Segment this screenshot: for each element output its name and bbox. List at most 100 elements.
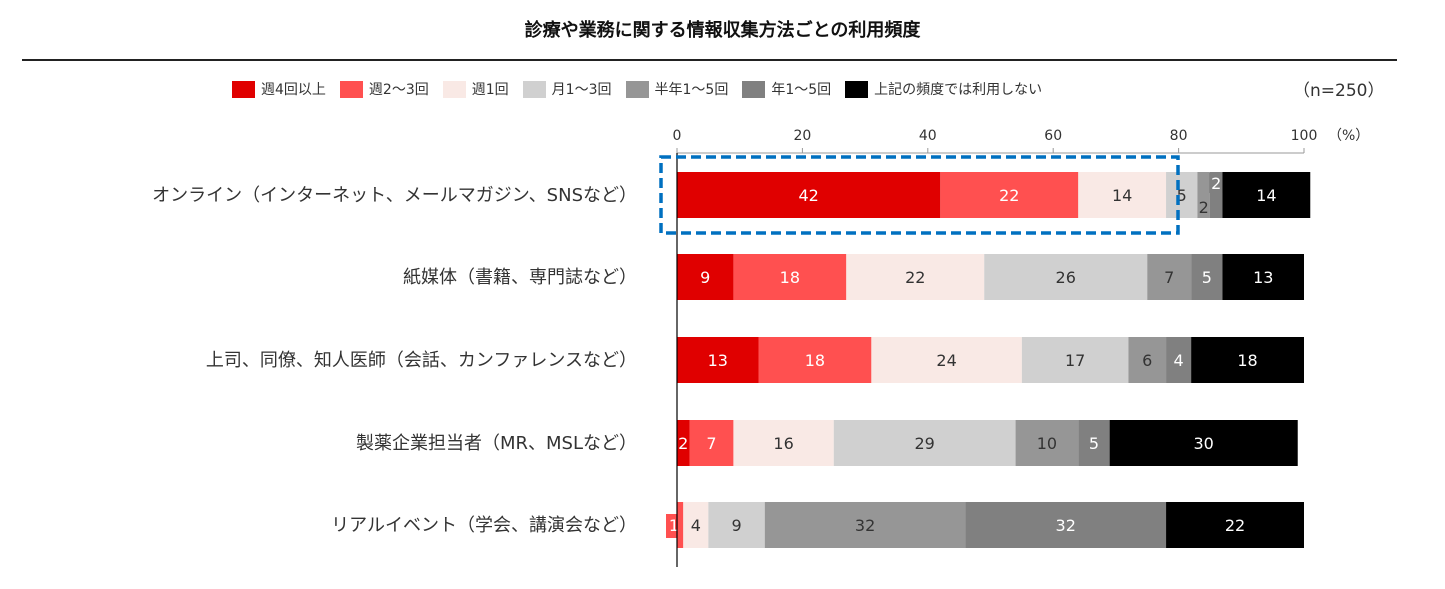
category-label: 紙媒体（書籍、専門誌など） (403, 267, 637, 288)
bar-segment (1078, 420, 1110, 466)
sample-size-note: （n=250） (1293, 81, 1385, 101)
legend-label: 年1〜5回 (771, 82, 832, 98)
data-label: 18 (805, 351, 825, 370)
data-label: 14 (1112, 186, 1132, 205)
legend-swatch (845, 80, 869, 98)
legend-swatch (442, 80, 466, 98)
data-label: 2 (678, 434, 688, 453)
chart-title: 診療や業務に関する情報収集方法ごとの利用頻度 (524, 20, 921, 41)
data-label: 18 (780, 268, 800, 287)
data-label: 7 (706, 434, 716, 453)
legend-item: 月1〜3回 (522, 79, 612, 99)
x-tick-label: 20 (793, 128, 811, 144)
data-label: 9 (731, 516, 741, 535)
data-label: 9 (700, 268, 710, 287)
legend-item: 半年1〜5回 (625, 79, 729, 99)
bar-segment (940, 172, 1079, 218)
bar-segment (984, 254, 1148, 300)
x-tick-label: 0 (673, 128, 682, 144)
legend-swatch (625, 80, 649, 98)
bar-segment (1109, 420, 1298, 466)
title-divider (22, 59, 1397, 61)
legend-item: 週2〜3回 (339, 79, 429, 99)
bar-segment (677, 337, 759, 383)
category-label: 上司、同僚、知人医師（会話、カンファレンスなど） (206, 350, 637, 371)
data-label: 17 (1065, 351, 1085, 370)
bar-segment (1021, 337, 1129, 383)
data-label: 10 (1037, 434, 1057, 453)
data-label: 13 (708, 351, 728, 370)
data-label: 6 (1142, 351, 1152, 370)
data-label: 5 (1177, 186, 1187, 205)
bar-segment (1166, 172, 1198, 218)
data-label: 26 (1056, 268, 1076, 287)
bar-segment (846, 254, 985, 300)
data-label-bg (666, 514, 682, 538)
data-label: 22 (1225, 516, 1245, 535)
data-label: 32 (855, 516, 875, 535)
bar-segment (764, 502, 966, 548)
bar-segment (833, 420, 1016, 466)
bar-segment (1191, 254, 1223, 300)
legend-swatch (339, 80, 363, 98)
bar-segment (677, 254, 734, 300)
bar-segment (1147, 254, 1192, 300)
x-unit-label: （%） (1328, 128, 1369, 144)
data-label: 32 (1056, 516, 1076, 535)
data-label: 4 (691, 516, 701, 535)
data-label: 13 (1253, 268, 1273, 287)
data-label: 16 (773, 434, 793, 453)
bar-segment (683, 502, 709, 548)
data-label: 5 (1202, 268, 1212, 287)
data-label: 14 (1256, 186, 1276, 205)
legend-item: 年1〜5回 (742, 79, 831, 99)
bar-segment (1191, 337, 1304, 383)
bar-segment (965, 502, 1167, 548)
legend-label: 半年1〜5回 (654, 82, 729, 98)
legend: 週4回以上 週2〜3回 週1回 月1〜3回 半年1〜5回 年1〜5回 上記の頻度では利用しな… (232, 79, 1042, 99)
bar-segment (1015, 420, 1079, 466)
legend-item: 週1回 (442, 79, 509, 99)
data-label: 30 (1194, 434, 1214, 453)
bar-segment (1166, 337, 1192, 383)
x-tick-label: 100 (1291, 128, 1318, 144)
legend-label: 週1回 (471, 82, 509, 98)
bar-segment (1078, 172, 1167, 218)
legend-swatch (742, 80, 766, 98)
data-label: 2 (1199, 198, 1209, 217)
data-label: 42 (798, 186, 818, 205)
data-label: 5 (1089, 434, 1099, 453)
data-label: 1 (669, 516, 679, 535)
data-label: 22 (905, 268, 925, 287)
bar-segment (708, 502, 765, 548)
bar-segment (677, 172, 941, 218)
bar-segment (1222, 172, 1311, 218)
data-label: 7 (1164, 268, 1174, 287)
data-label: 24 (936, 351, 956, 370)
category-label: リアルイベント（学会、講演会など） (331, 515, 637, 536)
data-label: 18 (1237, 351, 1257, 370)
x-tick-label: 60 (1044, 128, 1062, 144)
bar-segment (1128, 337, 1167, 383)
bar-segment (677, 420, 690, 466)
legend-label: 週2〜3回 (368, 82, 429, 98)
x-tick-label: 80 (1170, 128, 1188, 144)
highlight-box (659, 155, 1180, 235)
legend-item: 上記の頻度では利用しない (845, 79, 1042, 99)
bar-segment (758, 337, 872, 383)
legend-swatch (522, 80, 546, 98)
category-label: オンライン（インターネット、メールマガジン、SNSなど） (152, 185, 637, 206)
x-tick-label: 40 (919, 128, 937, 144)
bar-segment (1166, 502, 1304, 548)
bar-segment (1222, 254, 1304, 300)
bar-segment (733, 420, 834, 466)
legend-swatch (232, 80, 255, 98)
bar-segment (1197, 172, 1210, 218)
legend-label: 月1〜3回 (551, 82, 612, 98)
bar-segment (871, 337, 1022, 383)
legend-label: 週4回以上 (261, 82, 326, 98)
data-label: 2 (1211, 174, 1221, 193)
category-label: 製薬企業担当者（MR、MSLなど） (356, 433, 637, 454)
